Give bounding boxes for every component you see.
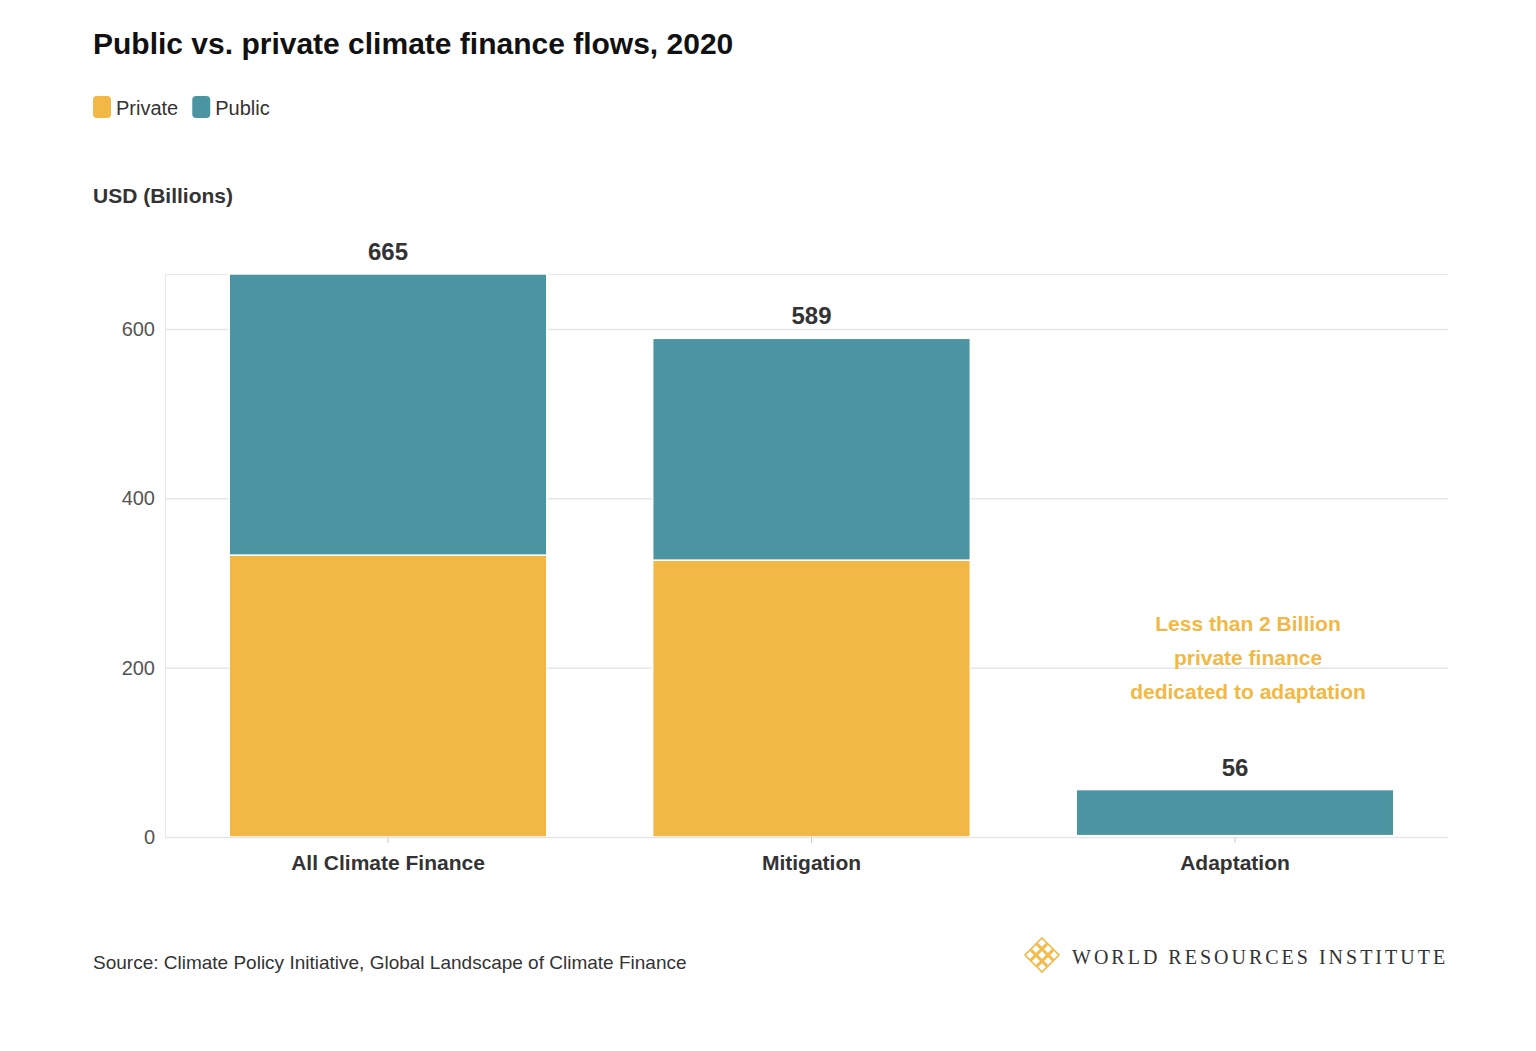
source: Source: Climate Policy Initiative, Globa…: [93, 952, 687, 973]
legend-label: Private: [116, 97, 178, 119]
tick-label: 0: [144, 826, 155, 848]
y-axis: 0 200 400 600: [122, 274, 1448, 847]
credit: WORLD RESOURCES INSTITUTE: [1072, 946, 1448, 968]
annotation-line: Less than 2 Billion: [1155, 612, 1341, 635]
totals: 665 589 56: [368, 238, 1248, 781]
axis-title: USD (Billions): [93, 184, 233, 207]
tick-label: Mitigation: [762, 851, 861, 874]
bar: [653, 560, 971, 837]
annotation: Less than 2 Billion private finance dedica…: [1130, 612, 1366, 703]
annotation-line: dedicated to adaptation: [1130, 680, 1366, 703]
legend: Private Public: [93, 96, 270, 119]
tick: Adaptation: [1180, 837, 1290, 874]
x-axis: All Climate Finance Mitigation Adaptation: [177, 837, 1448, 874]
total-label: 665: [368, 238, 408, 265]
tick-label: 600: [122, 318, 155, 340]
tick-mark: [811, 837, 812, 843]
series: [229, 274, 1394, 836]
bar: [1076, 790, 1394, 836]
tick-label: 200: [122, 657, 155, 679]
bar: [229, 274, 547, 555]
logo: WORLD RESOURCES INSTITUTE: [1025, 938, 1448, 972]
bar: [229, 555, 547, 837]
tick: Mitigation: [762, 837, 861, 874]
annotation-line: private finance: [1174, 646, 1322, 669]
tick-label: All Climate Finance: [291, 851, 485, 874]
axis-line: [177, 838, 1448, 844]
legend-label: Public: [215, 97, 269, 119]
tick: All Climate Finance: [291, 837, 485, 874]
title: Public vs. private climate finance flows…: [93, 27, 733, 60]
logo-mark: [1037, 962, 1047, 972]
tick-label: 400: [122, 487, 155, 509]
chart: Public vs. private climate finance flows…: [0, 0, 1536, 1051]
axis-line: [166, 274, 1449, 837]
legend-item: Private: [93, 96, 178, 119]
bars: [229, 274, 1394, 837]
tick-mark: [388, 837, 389, 843]
legend-swatch: [192, 96, 210, 118]
legend-swatch: [93, 96, 111, 118]
total-label: 56: [1222, 754, 1249, 781]
legend-item: Public: [192, 96, 269, 119]
tick-label: Adaptation: [1180, 851, 1290, 874]
series: [229, 555, 1394, 837]
total-label: 589: [791, 302, 831, 329]
bar: [653, 338, 971, 560]
tick-mark: [1235, 837, 1236, 843]
